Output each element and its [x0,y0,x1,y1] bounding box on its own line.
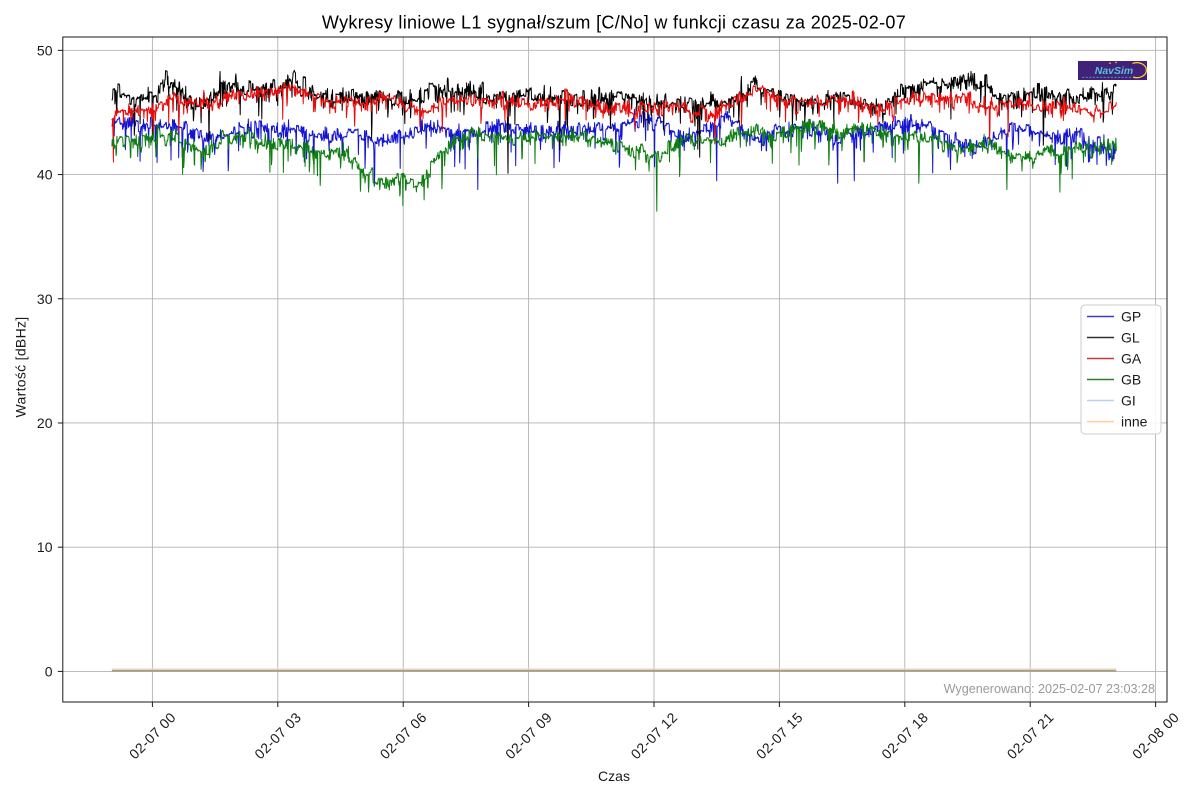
svg-text:Wygenerowano: 2025-02-07 23:03: Wygenerowano: 2025-02-07 23:03:28 [944,682,1155,696]
svg-text:Wartość [dBHz]: Wartość [dBHz] [13,317,29,418]
svg-text:50: 50 [37,42,53,58]
svg-text:GP: GP [1121,309,1141,325]
svg-text:GB: GB [1121,372,1141,388]
svg-text:30: 30 [37,291,53,307]
svg-text:Wykresy liniowe L1 sygnał/szum: Wykresy liniowe L1 sygnał/szum [C/No] w … [322,13,906,33]
svg-text:NavSim: NavSim [1095,65,1134,77]
svg-text:inne: inne [1121,414,1148,430]
svg-text:20: 20 [37,415,53,431]
svg-text:Czas: Czas [598,768,630,784]
svg-text:40: 40 [37,167,53,183]
svg-text:GA: GA [1121,351,1142,367]
svg-text:0: 0 [45,663,53,679]
svg-text:GI: GI [1121,393,1136,409]
svg-text:GL: GL [1121,330,1140,346]
svg-text:10: 10 [37,539,53,555]
